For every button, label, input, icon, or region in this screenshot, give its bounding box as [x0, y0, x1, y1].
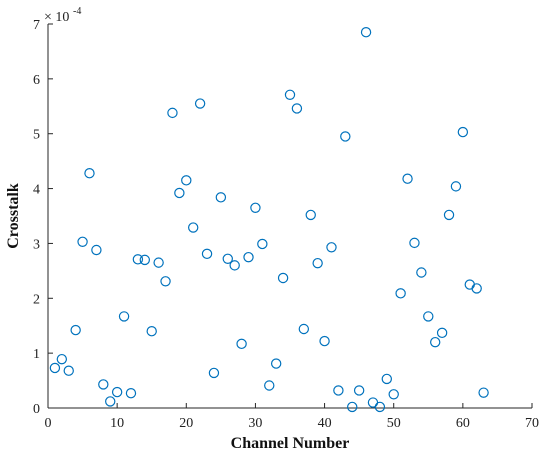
data-point: [284, 89, 296, 100]
x-tick-label: 0: [45, 416, 52, 431]
data-point: [436, 327, 448, 339]
data-point: [298, 323, 310, 335]
y-tick-label: 7: [33, 18, 40, 33]
x-tick-label: 20: [179, 416, 193, 431]
data-point: [77, 236, 88, 247]
data-point: [187, 222, 199, 233]
data-point: [257, 238, 268, 250]
y-tick-label: 1: [33, 347, 40, 362]
data-point: [215, 192, 227, 203]
data-point: [236, 338, 247, 350]
data-point: [49, 362, 61, 374]
data-point: [360, 27, 372, 38]
data-point: [84, 168, 95, 179]
data-point: [471, 283, 482, 294]
data-point: [250, 202, 261, 213]
axes: 0 10 20 30 40 50 60 70 0 1 2 3 4 5 6 7: [33, 18, 539, 431]
data-point: [402, 173, 413, 184]
data-point: [139, 254, 150, 266]
x-tick-label: 10: [110, 416, 124, 431]
data-point: [464, 279, 475, 290]
x-tick-label: 60: [456, 416, 470, 431]
y-tick-label: 6: [33, 73, 40, 88]
data-point: [167, 107, 178, 119]
y-axis-exponent-power: -4: [73, 6, 81, 17]
data-point: [70, 324, 81, 336]
data-point: [305, 209, 316, 221]
data-point: [194, 98, 206, 109]
x-tick-label: 40: [318, 416, 332, 431]
y-tick-label: 0: [33, 402, 40, 417]
data-point: [443, 209, 455, 221]
data-point: [277, 272, 289, 284]
data-point: [450, 181, 462, 192]
data-point: [395, 288, 406, 299]
y-tick-label: 4: [33, 183, 40, 198]
data-point: [457, 126, 469, 138]
data-point: [222, 253, 233, 264]
data-point: [63, 365, 74, 376]
data-point: [111, 386, 123, 398]
data-point: [105, 396, 116, 407]
data-point: [312, 257, 323, 269]
data-point: [478, 387, 489, 398]
data-point: [146, 326, 157, 337]
data-points: [49, 27, 489, 413]
data-point: [181, 175, 192, 186]
data-point: [333, 385, 344, 396]
data-point: [153, 257, 164, 268]
data-point: [201, 248, 213, 260]
y-axis-label: Crosstalk: [5, 183, 22, 249]
data-point: [91, 244, 102, 256]
data-point: [174, 187, 185, 199]
data-point: [118, 311, 130, 322]
data-point: [353, 385, 365, 396]
data-point: [388, 389, 399, 400]
data-point: [423, 311, 434, 322]
data-point: [264, 380, 275, 391]
data-point: [208, 367, 220, 379]
data-point: [409, 237, 420, 249]
y-tick-label: 5: [33, 128, 40, 143]
x-tick-label: 50: [387, 416, 401, 431]
y-axis-exponent-base: × 10: [44, 10, 69, 25]
data-point: [367, 397, 379, 408]
x-tick-label: 30: [248, 416, 262, 431]
x-axis-label: Channel Number: [231, 435, 350, 452]
data-point: [98, 379, 109, 390]
data-point: [319, 335, 330, 347]
data-point: [381, 373, 392, 385]
data-point: [291, 103, 303, 114]
data-point: [430, 336, 441, 348]
data-point: [347, 401, 358, 413]
data-point: [243, 251, 254, 263]
data-point: [270, 358, 282, 369]
y-tick-label: 2: [33, 292, 40, 307]
data-point: [326, 242, 337, 253]
data-point: [374, 401, 386, 413]
data-point: [56, 353, 68, 365]
data-point: [160, 276, 171, 287]
data-point: [132, 254, 144, 265]
y-tick-label: 3: [33, 237, 40, 252]
data-point: [229, 260, 240, 271]
x-tick-label: 70: [525, 416, 539, 431]
data-point: [340, 131, 351, 142]
data-point: [125, 387, 137, 399]
data-point: [416, 267, 427, 278]
